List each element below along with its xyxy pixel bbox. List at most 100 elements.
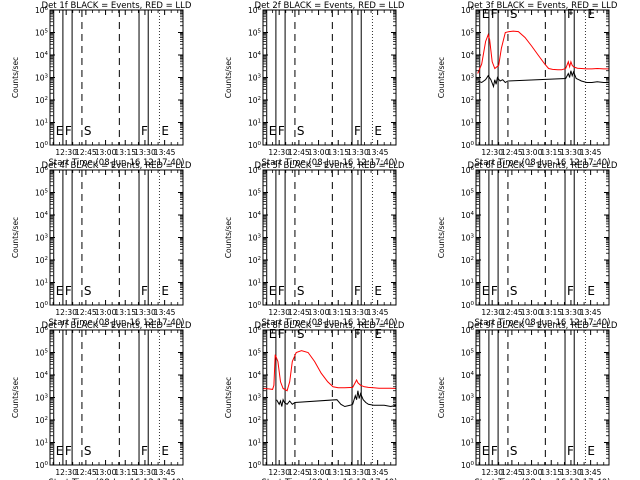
y-tick-label: 104 (461, 371, 475, 380)
y-tick-label: 104 (35, 211, 49, 220)
x-tick-label: 12:30 (268, 468, 290, 477)
y-tick-label: 106 (461, 166, 475, 175)
y-tick-label: 103 (35, 234, 49, 243)
marker-letter-e: E (482, 284, 490, 298)
y-tick-label: 100 (35, 301, 49, 310)
marker-letter-e: E (374, 327, 382, 341)
y-tick-base: 10 (461, 416, 471, 425)
y-tick-exponent: 3 (471, 234, 475, 240)
y-tick-exponent: 1 (258, 279, 262, 285)
y-tick-label: 101 (35, 279, 48, 288)
y-tick-exponent: 0 (471, 141, 475, 147)
y-tick-base: 10 (248, 279, 258, 288)
series-events-line (276, 390, 396, 408)
y-tick-label: 100 (461, 141, 475, 150)
x-axis-label-time: (08-Jun-16 12:17:40) (306, 318, 398, 328)
x-tick-label: 12:30 (481, 308, 503, 317)
y-tick-label: 103 (35, 394, 49, 403)
y-tick-exponent: 4 (45, 371, 49, 377)
x-axis-label-time: (08-Jun-16 12:17:40) (519, 158, 611, 168)
y-tick-exponent: 6 (471, 166, 475, 172)
y-tick-base: 10 (248, 141, 258, 150)
y-tick-exponent: 5 (45, 29, 49, 35)
y-tick-base: 10 (248, 29, 258, 38)
x-tick-label: 13:45 (580, 468, 602, 477)
y-tick-base: 10 (248, 416, 258, 425)
y-tick-exponent: 3 (45, 74, 49, 80)
marker-letter-e: E (161, 124, 169, 138)
x-tick-label: 13:00 (95, 468, 117, 477)
y-tick-label: 105 (461, 349, 475, 358)
y-tick-base: 10 (248, 326, 258, 335)
marker-letter-e: E (587, 284, 595, 298)
marker-letter-e: E (269, 284, 277, 298)
marker-letter-s: S (297, 124, 305, 138)
y-tick-base: 10 (248, 74, 258, 83)
y-tick-base: 10 (35, 461, 45, 470)
y-tick-label: 105 (35, 189, 49, 198)
y-tick-label: 105 (248, 189, 262, 198)
x-axis-label-time: (08-Jun-16 12:17:40) (306, 478, 398, 480)
x-axis-label-time: (08-Jun-16 12:17:40) (93, 318, 185, 328)
y-tick-base: 10 (35, 439, 45, 448)
x-tick-label: 13:45 (580, 148, 602, 157)
y-tick-exponent: 0 (471, 301, 475, 307)
panel-title: Det 1f BLACK = Events, RED = LLD (42, 1, 192, 11)
y-tick-exponent: 5 (45, 349, 49, 355)
panel-title: Det 4f BLACK = Events, RED = LLD (42, 161, 192, 171)
x-tick-label: 12:30 (268, 308, 290, 317)
y-tick-exponent: 6 (45, 6, 49, 12)
x-tick-label: 13:30 (347, 148, 369, 157)
y-tick-base: 10 (248, 51, 258, 60)
y-tick-base: 10 (35, 279, 45, 288)
x-tick-label: 13:00 (521, 308, 543, 317)
x-axis-label-prefix: Start Time (474, 318, 518, 328)
y-axis-label: Counts/sec (11, 377, 20, 418)
y-tick-exponent: 2 (258, 416, 262, 422)
y-tick-label: 102 (35, 96, 48, 105)
y-tick-base: 10 (461, 461, 471, 470)
x-tick-label: 13:15 (114, 308, 136, 317)
x-axis-label: Start Time (08-Jun-16 12:17:40) (48, 318, 184, 328)
y-tick-exponent: 5 (258, 189, 262, 195)
y-tick-base: 10 (35, 96, 45, 105)
y-tick-exponent: 2 (45, 416, 49, 422)
x-tick-label: 13:30 (134, 148, 156, 157)
y-tick-exponent: 2 (258, 96, 262, 102)
x-tick-label: 12:45 (75, 148, 97, 157)
x-tick-label: 13:45 (367, 308, 389, 317)
x-tick-label: 13:00 (308, 148, 330, 157)
marker-letter-s: S (510, 7, 518, 21)
y-tick-base: 10 (35, 74, 45, 83)
y-tick-base: 10 (35, 166, 45, 175)
y-tick-label: 100 (461, 301, 475, 310)
y-tick-exponent: 6 (258, 6, 262, 12)
x-axis-label-prefix: Start Time (48, 318, 92, 328)
y-tick-base: 10 (248, 211, 258, 220)
marker-letter-f: F (567, 284, 574, 298)
x-tick-label: 13:30 (347, 468, 369, 477)
panel-title: Det 5f BLACK = Events, RED = LLD (255, 161, 405, 171)
x-axis-label: Start Time (08-Jun-16 12:17:40) (48, 478, 184, 480)
series-lld-line (263, 350, 396, 392)
marker-letter-s: S (510, 284, 518, 298)
y-tick-label: 106 (248, 6, 262, 15)
x-tick-label: 13:00 (308, 468, 330, 477)
x-tick-label: 13:30 (347, 308, 369, 317)
y-tick-exponent: 5 (471, 349, 475, 355)
x-axis-label-prefix: Start Time (261, 318, 305, 328)
y-tick-label: 102 (461, 256, 474, 265)
x-tick-label: 13:15 (540, 148, 562, 157)
y-tick-exponent: 1 (45, 119, 49, 125)
x-tick-label: 12:30 (55, 468, 77, 477)
x-axis-label-time: (08-Jun-16 12:17:40) (93, 478, 185, 480)
y-tick-base: 10 (35, 119, 45, 128)
y-tick-base: 10 (461, 326, 471, 335)
marker-letter-e: E (374, 284, 382, 298)
y-tick-label: 101 (461, 439, 474, 448)
y-tick-label: 103 (248, 74, 262, 83)
x-tick-label: 13:00 (95, 148, 117, 157)
y-tick-label: 101 (461, 279, 474, 288)
